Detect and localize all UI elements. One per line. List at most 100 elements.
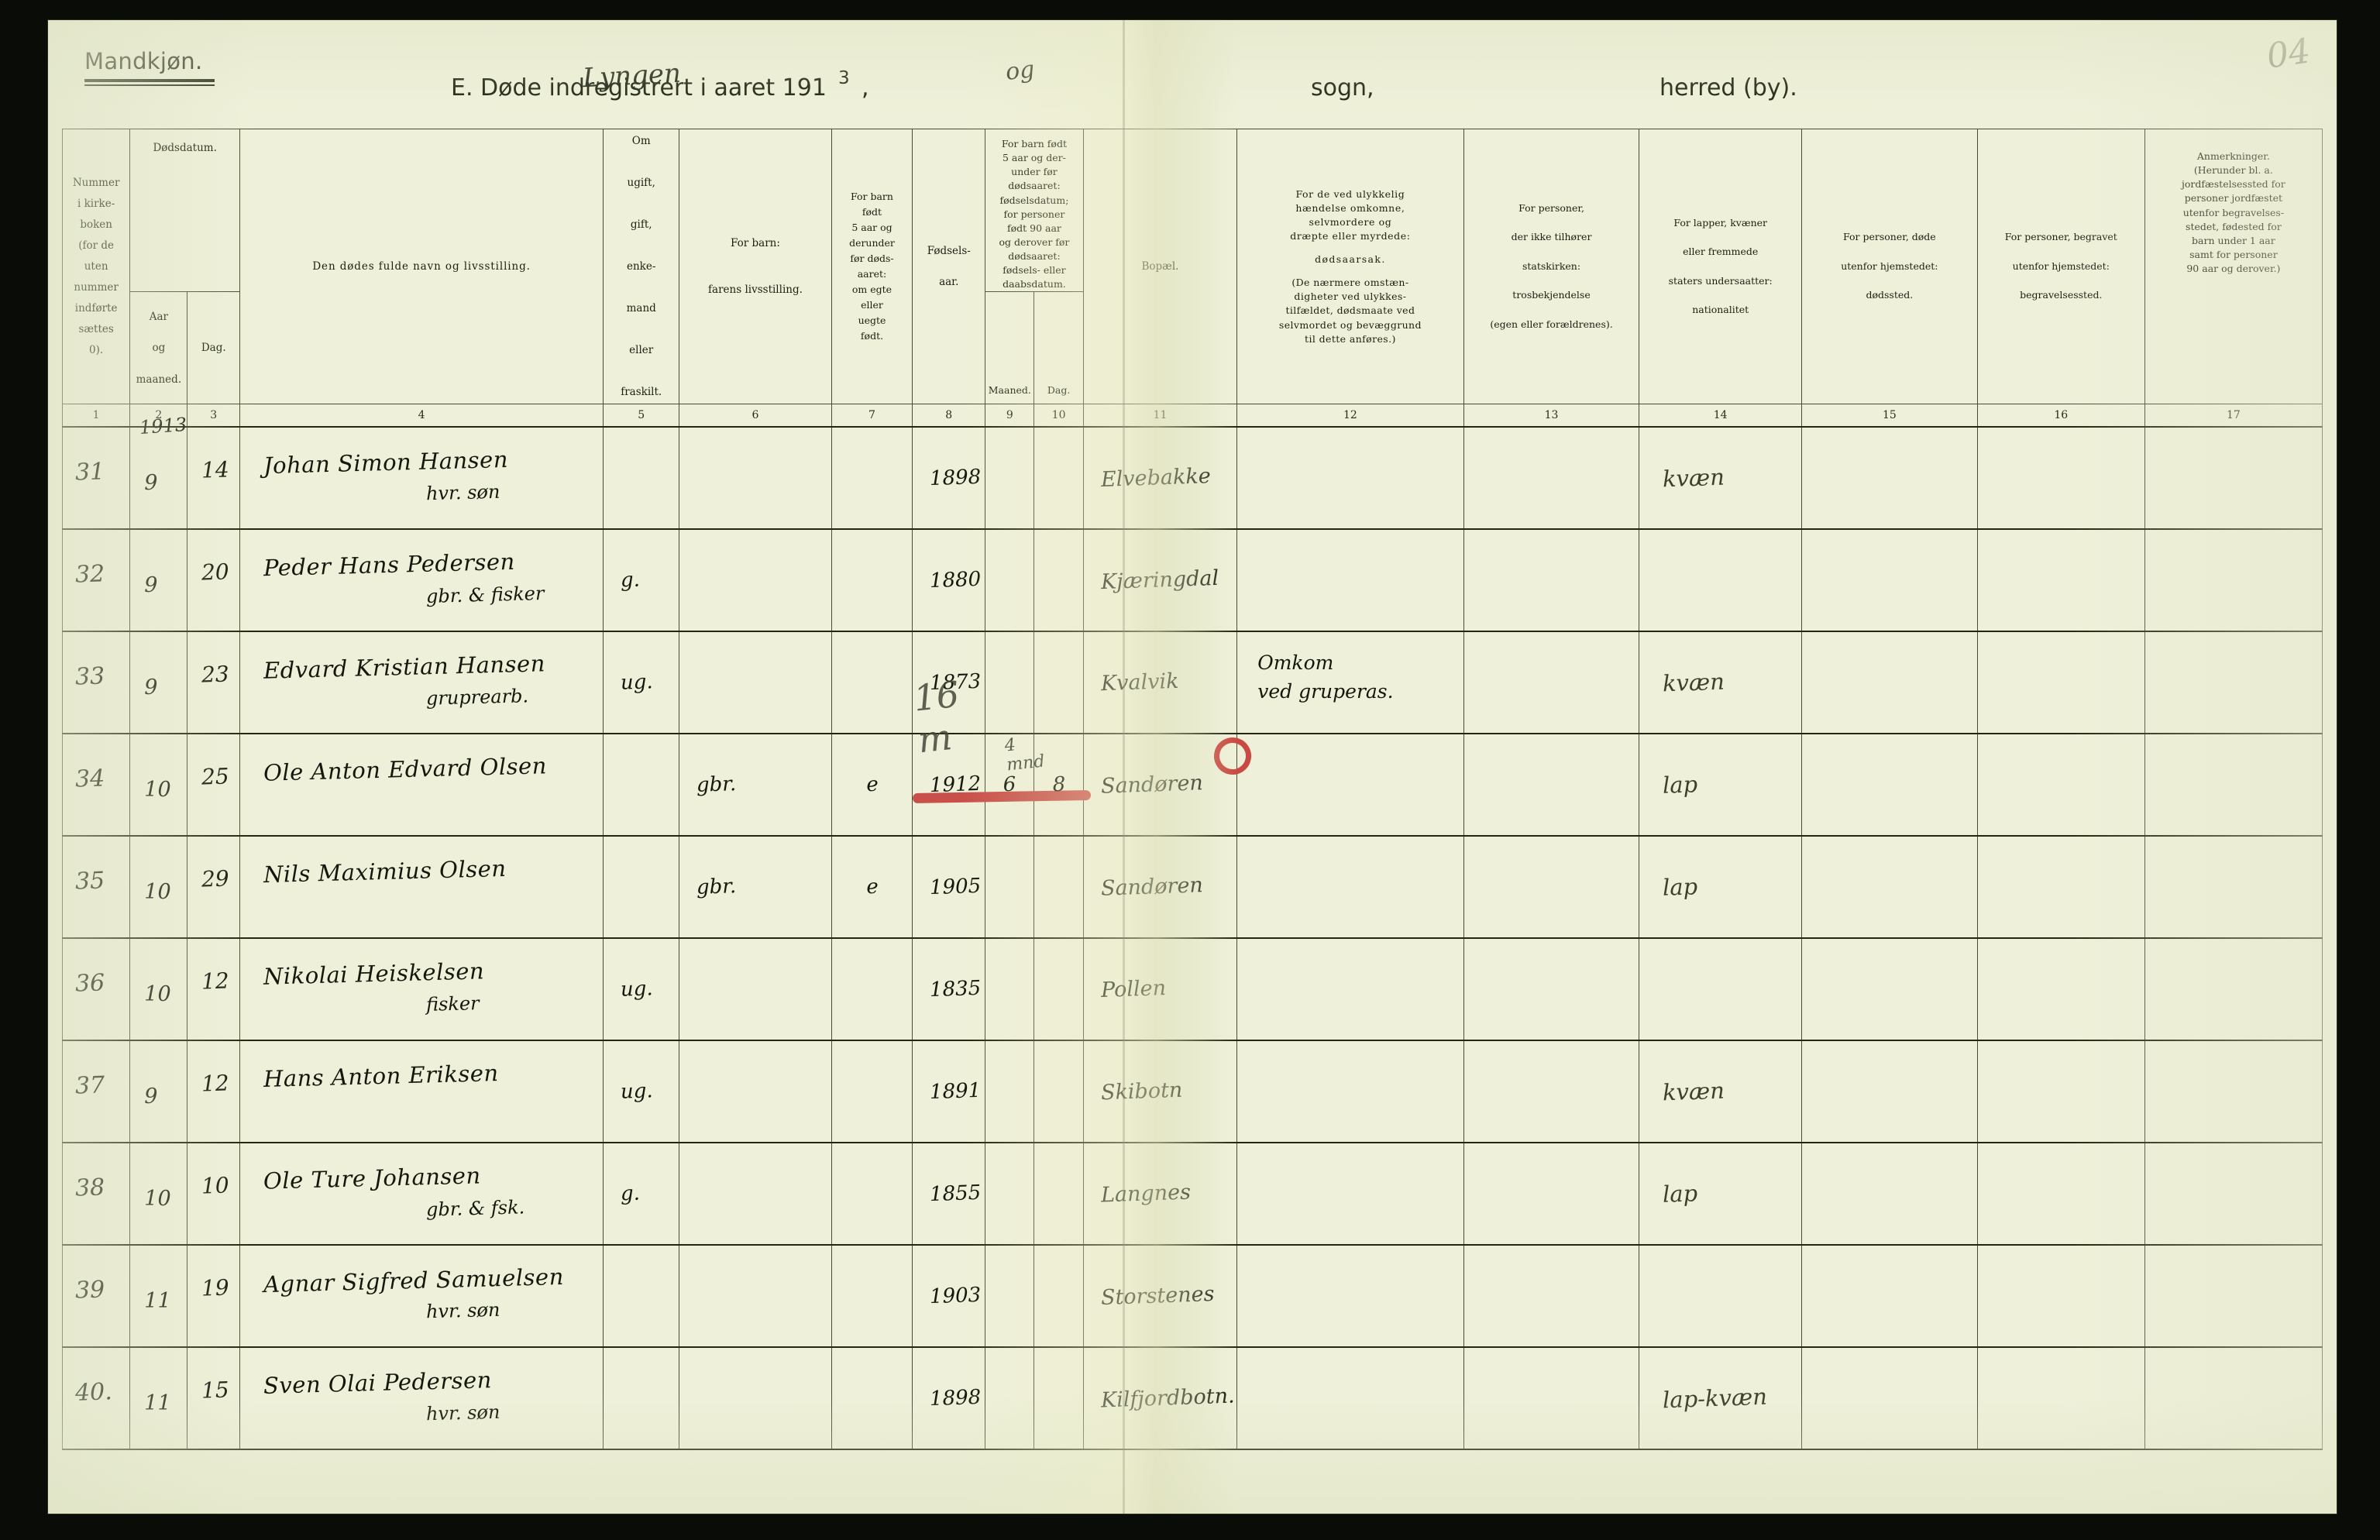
cell-name-and-occupation[interactable]: Ole Anton Edvard Olsen: [239, 733, 604, 837]
table-row[interactable]: 39 11 19 Agnar Sigfred Samuelsen hvr. sø…: [61, 1244, 2323, 1349]
cell-cause-of-death[interactable]: [1236, 1244, 1464, 1349]
cell-civil-status[interactable]: g.: [603, 528, 680, 633]
cell-residence[interactable]: Kilfjordbotn.: [1082, 1346, 1238, 1451]
cell-father-occupation[interactable]: gbr.: [679, 835, 832, 940]
cell-legitimacy[interactable]: [831, 426, 913, 531]
cell-kirkebok-nummer[interactable]: 40.: [61, 1346, 131, 1451]
cell-father-occupation[interactable]: [679, 528, 832, 633]
cell-name-and-occupation[interactable]: Hans Anton Eriksen: [239, 1040, 604, 1144]
cell-burial-place[interactable]: [1976, 528, 2145, 633]
cell-name-and-occupation[interactable]: Ole Ture Johansen gbr. & fsk.: [239, 1142, 604, 1246]
cell-kirkebok-nummer[interactable]: 36: [61, 937, 131, 1042]
cell-burial-place[interactable]: [1976, 835, 2145, 940]
cell-father-occupation[interactable]: [679, 1346, 832, 1451]
cell-birth-month[interactable]: [985, 1244, 1035, 1349]
cell-legitimacy[interactable]: [831, 528, 913, 633]
cell-death-day[interactable]: 19: [187, 1244, 241, 1349]
cell-birth-year[interactable]: 1855: [912, 1142, 986, 1246]
cell-birth-day[interactable]: [1034, 426, 1084, 531]
cell-death-place[interactable]: [1800, 1346, 1978, 1451]
table-row[interactable]: 31 1913 9 14 Johan Simon Hansen hvr. søn …: [61, 414, 2323, 531]
cell-legitimacy[interactable]: [831, 937, 913, 1042]
cell-cause-of-death[interactable]: [1236, 835, 1464, 940]
cell-faith[interactable]: [1463, 835, 1640, 940]
cell-death-day[interactable]: 12: [187, 937, 241, 1042]
cell-cause-of-death[interactable]: [1236, 426, 1464, 531]
cell-birth-day[interactable]: [1034, 631, 1084, 735]
cell-legitimacy[interactable]: [831, 631, 913, 735]
cell-kirkebok-nummer[interactable]: 32: [61, 528, 131, 633]
cell-birth-year[interactable]: 1873 16 m: [912, 631, 986, 761]
cell-nationality[interactable]: lap: [1639, 835, 1802, 940]
cell-father-occupation[interactable]: [679, 426, 832, 531]
cell-civil-status[interactable]: ug.: [603, 1040, 680, 1144]
cell-death-place[interactable]: [1800, 937, 1978, 1042]
cell-birth-month[interactable]: [985, 937, 1035, 1042]
cell-legitimacy[interactable]: [831, 1346, 913, 1451]
cell-father-occupation[interactable]: [679, 631, 832, 735]
cell-civil-status[interactable]: g.: [603, 1142, 680, 1246]
cell-name-and-occupation[interactable]: Sven Olai Pedersen hvr. søn: [239, 1346, 604, 1451]
cell-residence[interactable]: Pollen: [1082, 937, 1238, 1042]
cell-faith[interactable]: [1463, 1244, 1640, 1349]
cell-remarks[interactable]: [2144, 1142, 2323, 1246]
cell-residence[interactable]: Kjæringdal: [1082, 528, 1238, 633]
cell-death-year-month[interactable]: 9: [129, 528, 188, 633]
cell-birth-month[interactable]: [985, 835, 1035, 940]
cell-faith[interactable]: [1463, 426, 1640, 531]
cell-burial-place[interactable]: [1976, 1142, 2145, 1246]
cell-civil-status[interactable]: ug.: [603, 631, 680, 735]
cell-faith[interactable]: [1463, 631, 1640, 735]
cell-father-occupation[interactable]: gbr.: [679, 733, 832, 837]
cell-birth-day[interactable]: [1034, 1244, 1084, 1349]
table-row[interactable]: 38 10 10 Ole Ture Johansen gbr. & fsk. g…: [61, 1142, 2323, 1246]
cell-remarks[interactable]: [2144, 631, 2323, 735]
cell-remarks[interactable]: [2144, 733, 2323, 837]
cell-legitimacy[interactable]: e: [831, 733, 913, 837]
table-row[interactable]: 36 10 12 Nikolai Heiskelsen fisker ug. 1…: [61, 937, 2323, 1042]
cell-civil-status[interactable]: [603, 733, 680, 837]
cell-birth-day[interactable]: [1034, 528, 1084, 633]
cell-death-year-month[interactable]: 11: [129, 1346, 188, 1451]
cell-kirkebok-nummer[interactable]: 34: [61, 733, 131, 837]
table-row[interactable]: 40. 11 15 Sven Olai Pedersen hvr. søn 18…: [61, 1346, 2323, 1451]
cell-faith[interactable]: [1463, 528, 1640, 633]
cell-death-day[interactable]: 25: [187, 733, 241, 837]
cell-civil-status[interactable]: [603, 1244, 680, 1349]
cell-death-place[interactable]: [1800, 1244, 1978, 1349]
cell-birth-day[interactable]: [1034, 835, 1084, 940]
cell-faith[interactable]: [1463, 1142, 1640, 1246]
cell-civil-status[interactable]: ug.: [603, 937, 680, 1042]
table-row[interactable]: 33 9 23 Edvard Kristian Hansen gruprearb…: [61, 631, 2323, 761]
cell-name-and-occupation[interactable]: Nils Maximius Olsen: [239, 835, 604, 940]
cell-burial-place[interactable]: [1976, 1040, 2145, 1144]
cell-burial-place[interactable]: [1976, 733, 2145, 837]
cell-faith[interactable]: [1463, 733, 1640, 837]
cell-burial-place[interactable]: [1976, 1346, 2145, 1451]
cell-death-place[interactable]: [1800, 631, 1978, 735]
cell-faith[interactable]: [1463, 1040, 1640, 1144]
cell-birth-month[interactable]: [985, 1346, 1035, 1451]
cell-residence[interactable]: Sandøren: [1082, 733, 1238, 837]
cell-nationality[interactable]: lap: [1639, 733, 1802, 837]
cell-kirkebok-nummer[interactable]: 35: [61, 835, 131, 940]
cell-civil-status[interactable]: [603, 426, 680, 531]
cell-legitimacy[interactable]: e: [831, 835, 913, 940]
cell-residence[interactable]: Storstenes: [1082, 1244, 1238, 1349]
cell-cause-of-death[interactable]: [1236, 1040, 1464, 1144]
cell-birth-month[interactable]: 6: [985, 733, 1035, 837]
cell-kirkebok-nummer[interactable]: 39: [61, 1244, 131, 1349]
table-row[interactable]: 34 10 25 Ole Anton Edvard Olsen gbr. e 1…: [61, 733, 2323, 837]
cell-death-day[interactable]: 14: [187, 426, 241, 531]
cell-birth-year[interactable]: 1912 4 mnd: [912, 733, 1092, 837]
table-row[interactable]: 32 9 20 Peder Hans Pedersen gbr. & fiske…: [61, 528, 2323, 633]
cell-legitimacy[interactable]: [831, 1142, 913, 1246]
cell-birth-year[interactable]: 1898: [912, 1346, 986, 1451]
table-row[interactable]: 35 10 29 Nils Maximius Olsen gbr. e 1905…: [61, 835, 2323, 940]
cell-death-year-month[interactable]: 11: [129, 1244, 188, 1349]
cell-cause-of-death[interactable]: [1236, 528, 1464, 633]
cell-remarks[interactable]: [2144, 426, 2323, 531]
cell-death-day[interactable]: 20: [187, 528, 241, 633]
cell-death-place[interactable]: [1800, 528, 1978, 633]
cell-death-day[interactable]: 10: [187, 1142, 241, 1246]
